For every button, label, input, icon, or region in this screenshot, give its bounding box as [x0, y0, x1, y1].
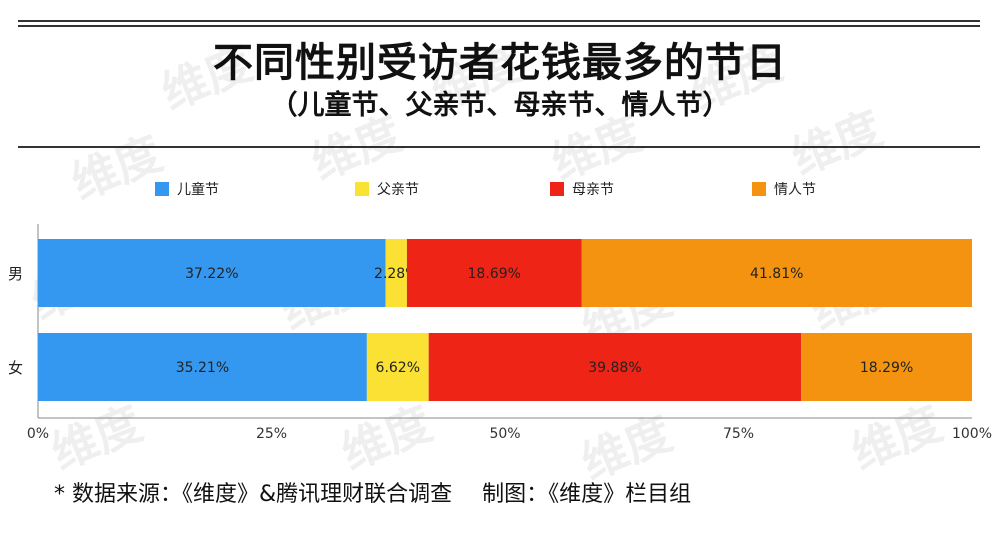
- watermark-logo: 维度: [44, 396, 150, 481]
- watermark-logo: 维度: [684, 36, 790, 121]
- data-label: 37.22%: [185, 266, 238, 282]
- chart-subtitle: （儿童节、父亲节、母亲节、情人节）: [270, 90, 730, 121]
- bar-segment: [406, 239, 582, 307]
- data-label: 39.88%: [588, 360, 641, 376]
- x-tick-label: 50%: [489, 426, 520, 442]
- source-text: * 数据来源：《维度》&腾讯理财联合调查: [54, 482, 453, 507]
- watermark-logo: 维度: [844, 396, 950, 481]
- legend-label-2: 父亲节: [377, 182, 419, 198]
- legend-label-4: 情人节: [774, 182, 816, 198]
- category-label-2: 女: [8, 359, 23, 377]
- bar-segment: [38, 333, 367, 401]
- credit-text: 制图：《维度》栏目组: [482, 482, 692, 507]
- header: 不同性别受访者花钱最多的节日 （儿童节、父亲节、母亲节、情人节）: [0, 38, 1000, 124]
- source-note: * 数据来源：《维度》&腾讯理财联合调查 制图：《维度》栏目组: [54, 476, 691, 508]
- bar-segment: [581, 239, 972, 307]
- x-tick-label: 0%: [27, 426, 49, 442]
- legend-swatch-4: [752, 182, 766, 196]
- x-tick-label: 25%: [256, 426, 287, 442]
- bar-segment: [38, 239, 386, 307]
- watermark-logo: 维度: [544, 106, 650, 191]
- bar-segment: [801, 333, 972, 401]
- watermark-logo: 维度: [64, 126, 170, 211]
- watermark-logo: 维度: [424, 36, 530, 121]
- watermark-logo: 维度: [154, 36, 260, 121]
- chart-title: 不同性别受访者花钱最多的节日: [213, 39, 787, 86]
- category-label-1: 男: [8, 265, 23, 283]
- top-rule-2: [18, 25, 980, 27]
- bar-segment: [366, 333, 429, 401]
- watermark-logo: 维度: [304, 106, 410, 191]
- legend-label-3: 母亲节: [572, 182, 614, 198]
- header-rule: [18, 146, 980, 148]
- watermark-logo: 维度: [334, 396, 440, 481]
- legend-swatch-1: [155, 182, 169, 196]
- watermark-logo: 维度: [784, 101, 890, 186]
- bar-segment: [385, 239, 407, 307]
- legend-swatch-3: [550, 182, 564, 196]
- legend-label-1: 儿童节: [177, 181, 219, 198]
- data-label: 18.29%: [860, 360, 913, 376]
- x-tick-label: 75%: [723, 426, 754, 442]
- data-label: 35.21%: [176, 360, 229, 376]
- legend-swatch-2: [355, 182, 369, 196]
- top-rule: [18, 20, 980, 22]
- x-tick-label: 100%: [952, 426, 992, 442]
- data-label: 18.69%: [468, 266, 521, 282]
- data-label: 6.62%: [376, 360, 420, 376]
- bar-segment: [428, 333, 802, 401]
- data-label: 41.81%: [750, 266, 803, 282]
